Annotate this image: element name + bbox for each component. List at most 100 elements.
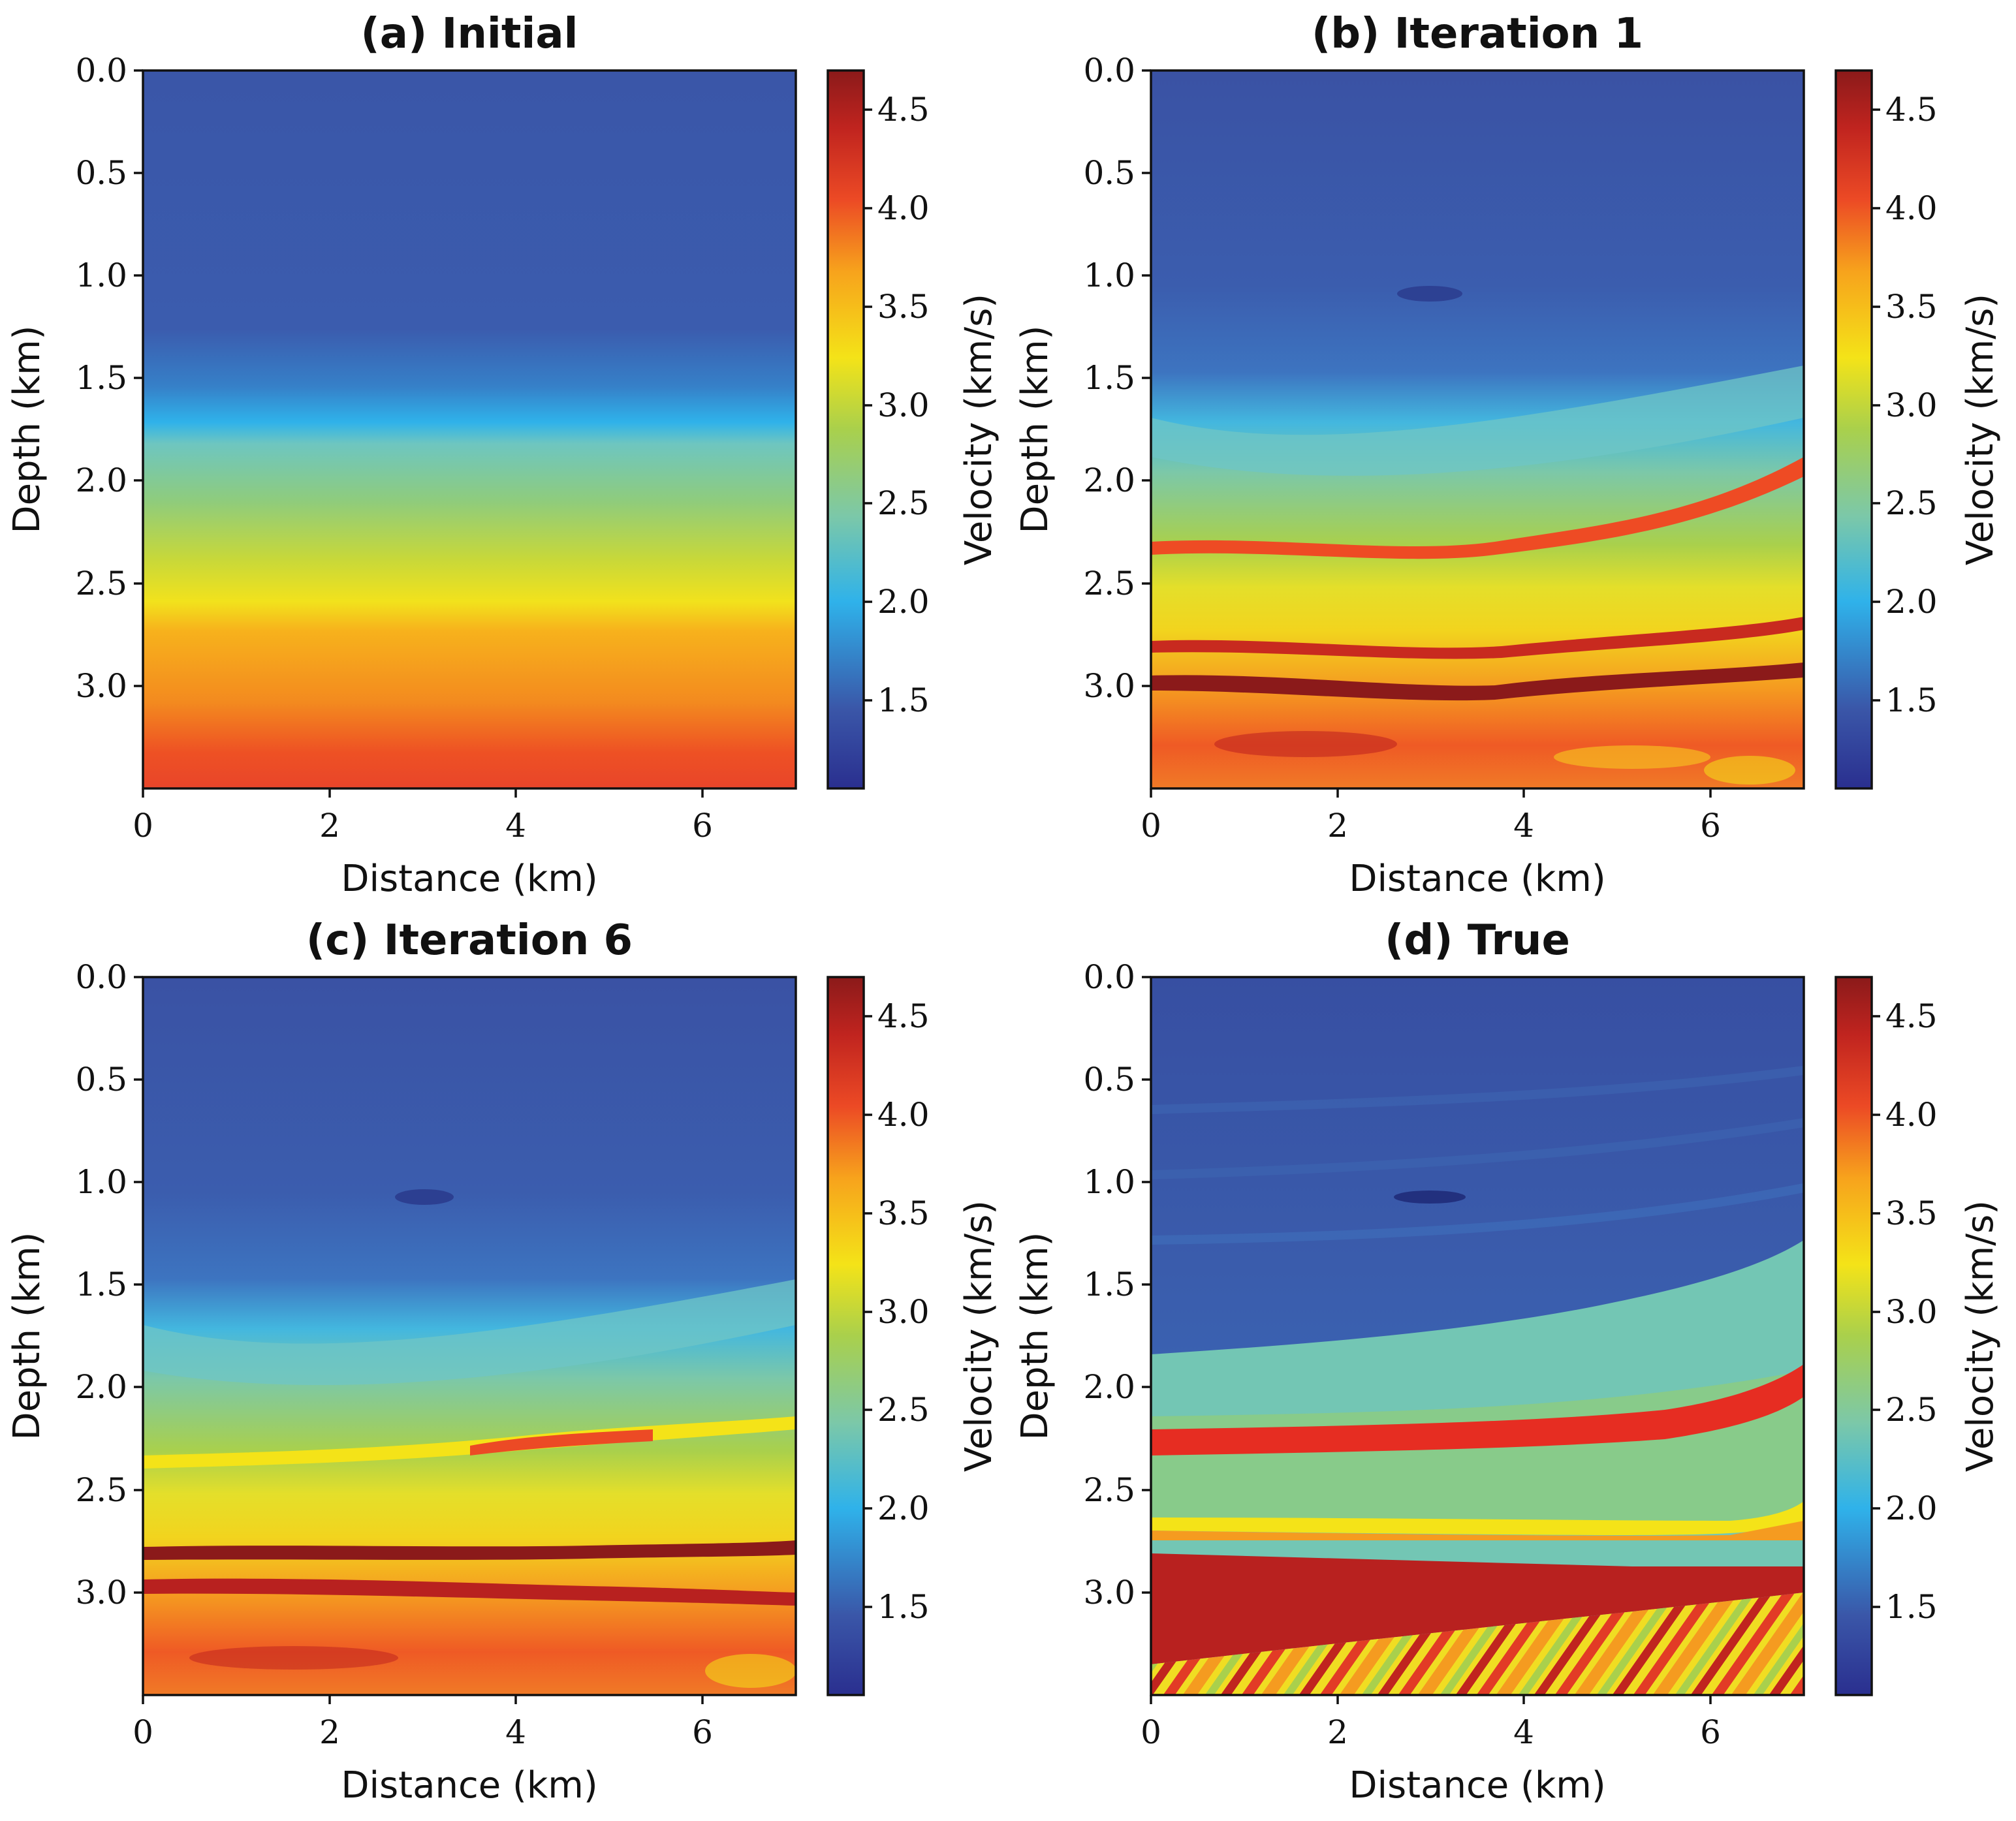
y-tick-label: 0.0 bbox=[1083, 52, 1135, 89]
y-tick-label: 1.0 bbox=[1083, 1163, 1135, 1201]
y-tick-label: 1.5 bbox=[1083, 359, 1135, 397]
x-tick-label: 0 bbox=[1141, 1713, 1161, 1751]
panel-a-colorbar-label: Velocity (km/s) bbox=[958, 294, 1000, 565]
panel-a-ylabel: Depth (km) bbox=[6, 325, 48, 533]
colorbar-tick-label: 2.0 bbox=[877, 1489, 930, 1527]
x-tick-label: 2 bbox=[1327, 807, 1348, 845]
panel-c: (c) Iteration 6 0.0 0.5 1.0 1.5 2.0 bbox=[6, 916, 1000, 1807]
panel-c-title: (c) Iteration 6 bbox=[306, 916, 633, 965]
colorbar-tick-label: 3.0 bbox=[1885, 386, 1938, 424]
y-tick-label: 1.5 bbox=[75, 1266, 127, 1303]
panel-c-heatmap bbox=[143, 977, 796, 1695]
x-tick-label: 6 bbox=[692, 1713, 713, 1751]
colorbar-tick-label: 1.5 bbox=[877, 681, 930, 719]
x-tick-label: 0 bbox=[1141, 807, 1161, 845]
colorbar-tick-label: 3.0 bbox=[1885, 1293, 1938, 1331]
colorbar-tick-label: 4.5 bbox=[1885, 91, 1938, 129]
panel-b-colorbar-ticks: 1.5 2.0 2.5 3.0 3.5 4.0 4.5 bbox=[1872, 91, 1938, 719]
panel-d-yticks: 0.0 0.5 1.0 1.5 2.0 2.5 3.0 bbox=[1083, 958, 1151, 1611]
x-tick-label: 4 bbox=[1513, 807, 1534, 845]
panel-d-colorbar bbox=[1835, 976, 1873, 1696]
y-tick-label: 1.0 bbox=[1083, 257, 1135, 294]
panel-c-colorbar-ticks: 1.5 2.0 2.5 3.0 3.5 4.0 4.5 bbox=[864, 997, 930, 1626]
y-tick-label: 0.0 bbox=[75, 52, 127, 89]
panel-c-colorbar-label: Velocity (km/s) bbox=[958, 1200, 1000, 1472]
colorbar-tick-label: 3.5 bbox=[1885, 288, 1938, 326]
panel-a-title: (a) Initial bbox=[361, 10, 578, 58]
y-tick-label: 0.5 bbox=[75, 1061, 127, 1098]
y-tick-label: 0.5 bbox=[75, 154, 127, 192]
panel-c-ylabel: Depth (km) bbox=[6, 1232, 48, 1440]
colorbar-tick-label: 2.0 bbox=[877, 583, 930, 621]
panel-a-colorbar bbox=[827, 69, 865, 790]
x-tick-label: 0 bbox=[133, 1713, 153, 1751]
colorbar-tick-label: 4.0 bbox=[1885, 189, 1938, 227]
colorbar-tick-label: 4.5 bbox=[1885, 997, 1938, 1035]
x-tick-label: 6 bbox=[692, 807, 713, 845]
panel-a-xlabel: Distance (km) bbox=[341, 858, 597, 900]
colorbar-tick-label: 1.5 bbox=[877, 1588, 930, 1626]
y-tick-label: 0.5 bbox=[1083, 154, 1135, 192]
y-tick-label: 3.0 bbox=[1083, 1574, 1135, 1611]
y-tick-label: 3.0 bbox=[75, 667, 127, 705]
colorbar-tick-label: 4.0 bbox=[877, 189, 930, 227]
y-tick-label: 1.5 bbox=[75, 359, 127, 397]
y-tick-label: 0.5 bbox=[1083, 1061, 1135, 1098]
panel-d-frame bbox=[1150, 976, 1805, 1696]
panel-b: (b) Iteration 1 0.0 bbox=[1014, 10, 2002, 900]
panel-d-colorbar-ticks: 1.5 2.0 2.5 3.0 3.5 4.0 4.5 bbox=[1872, 997, 1938, 1626]
panel-d: (d) True bbox=[1014, 916, 2002, 1807]
x-tick-label: 2 bbox=[319, 807, 340, 845]
panel-c-yticks: 0.0 0.5 1.0 1.5 2.0 2.5 3.0 bbox=[75, 958, 143, 1611]
colorbar-tick-label: 4.5 bbox=[877, 91, 930, 129]
y-tick-label: 0.0 bbox=[75, 958, 127, 996]
panel-a: (a) Initial 0.0 0.5 1.0 1.5 2.0 2.5 3.0 … bbox=[6, 10, 1000, 900]
x-tick-label: 6 bbox=[1700, 1713, 1721, 1751]
x-tick-label: 0 bbox=[133, 807, 153, 845]
panel-b-colorbar-label: Velocity (km/s) bbox=[1959, 294, 2002, 565]
panel-a-xticks: 0 2 4 6 bbox=[133, 788, 713, 845]
y-tick-label: 1.0 bbox=[75, 257, 127, 294]
colorbar-tick-label: 4.5 bbox=[877, 997, 930, 1035]
colorbar-tick-label: 2.0 bbox=[1885, 583, 1938, 621]
panel-b-xticks: 0 2 4 6 bbox=[1141, 788, 1721, 845]
panel-a-colorbar-ticks: 1.5 2.0 2.5 3.0 3.5 4.0 4.5 bbox=[864, 91, 930, 719]
y-tick-label: 2.5 bbox=[1083, 565, 1135, 602]
panel-c-xlabel: Distance (km) bbox=[341, 1764, 597, 1807]
colorbar-tick-label: 2.5 bbox=[877, 1391, 930, 1429]
y-tick-label: 2.0 bbox=[1083, 461, 1135, 499]
x-tick-label: 4 bbox=[505, 807, 526, 845]
y-tick-label: 2.0 bbox=[75, 1368, 127, 1406]
y-tick-label: 0.0 bbox=[1083, 958, 1135, 996]
y-tick-label: 2.5 bbox=[1083, 1471, 1135, 1509]
panel-d-heatmap bbox=[1151, 977, 1804, 1695]
y-tick-label: 1.0 bbox=[75, 1163, 127, 1201]
panel-d-ylabel: Depth (km) bbox=[1014, 1232, 1056, 1440]
panel-b-title: (b) Iteration 1 bbox=[1312, 10, 1643, 58]
y-tick-label: 3.0 bbox=[1083, 667, 1135, 705]
colorbar-tick-label: 2.0 bbox=[1885, 1489, 1938, 1527]
colorbar-tick-label: 4.0 bbox=[1885, 1096, 1938, 1134]
y-tick-label: 2.5 bbox=[75, 565, 127, 602]
panel-d-xticks: 0 2 4 6 bbox=[1141, 1695, 1721, 1751]
y-tick-label: 2.0 bbox=[1083, 1368, 1135, 1406]
colorbar-tick-label: 2.5 bbox=[1885, 484, 1938, 522]
panel-b-ylabel: Depth (km) bbox=[1014, 325, 1056, 533]
colorbar-tick-label: 2.5 bbox=[877, 484, 930, 522]
panel-b-frame bbox=[1150, 69, 1805, 790]
x-tick-label: 2 bbox=[1327, 1713, 1348, 1751]
panel-b-yticks: 0.0 0.5 1.0 1.5 2.0 2.5 3.0 bbox=[1083, 52, 1151, 705]
panel-c-colorbar bbox=[827, 976, 865, 1696]
y-tick-label: 2.0 bbox=[75, 461, 127, 499]
colorbar-tick-label: 3.0 bbox=[877, 1293, 930, 1331]
panel-d-colorbar-label: Velocity (km/s) bbox=[1959, 1200, 2002, 1472]
colorbar-tick-label: 3.5 bbox=[1885, 1194, 1938, 1232]
x-tick-label: 4 bbox=[505, 1713, 526, 1751]
y-tick-label: 1.5 bbox=[1083, 1266, 1135, 1303]
y-tick-label: 2.5 bbox=[75, 1471, 127, 1509]
x-tick-label: 2 bbox=[319, 1713, 340, 1751]
colorbar-tick-label: 1.5 bbox=[1885, 681, 1938, 719]
panel-d-title: (d) True bbox=[1385, 916, 1570, 965]
colorbar-tick-label: 1.5 bbox=[1885, 1588, 1938, 1626]
colorbar-tick-label: 3.0 bbox=[877, 386, 930, 424]
